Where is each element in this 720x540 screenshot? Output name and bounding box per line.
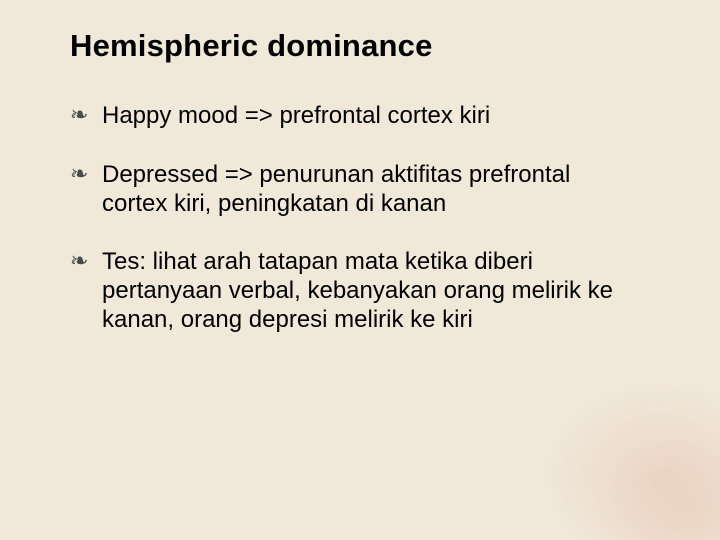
bullet-text: Tes: lihat arah tatapan mata ketika dibe… bbox=[102, 248, 613, 333]
bullet-item: ❧ Depressed => penurunan aktifitas prefr… bbox=[70, 161, 620, 219]
bullet-icon: ❧ bbox=[70, 250, 88, 272]
bullet-item: ❧ Tes: lihat arah tatapan mata ketika di… bbox=[70, 248, 620, 334]
bullet-list: ❧ Happy mood => prefrontal cortex kiri ❧… bbox=[70, 102, 650, 335]
slide-container: Hemispheric dominance ❧ Happy mood => pr… bbox=[0, 0, 720, 335]
bullet-text: Happy mood => prefrontal cortex kiri bbox=[102, 102, 490, 129]
slide-title: Hemispheric dominance bbox=[70, 28, 650, 64]
bullet-icon: ❧ bbox=[70, 163, 88, 185]
bullet-item: ❧ Happy mood => prefrontal cortex kiri bbox=[70, 102, 620, 131]
bullet-text: Depressed => penurunan aktifitas prefron… bbox=[102, 161, 570, 217]
bullet-icon: ❧ bbox=[70, 104, 88, 126]
